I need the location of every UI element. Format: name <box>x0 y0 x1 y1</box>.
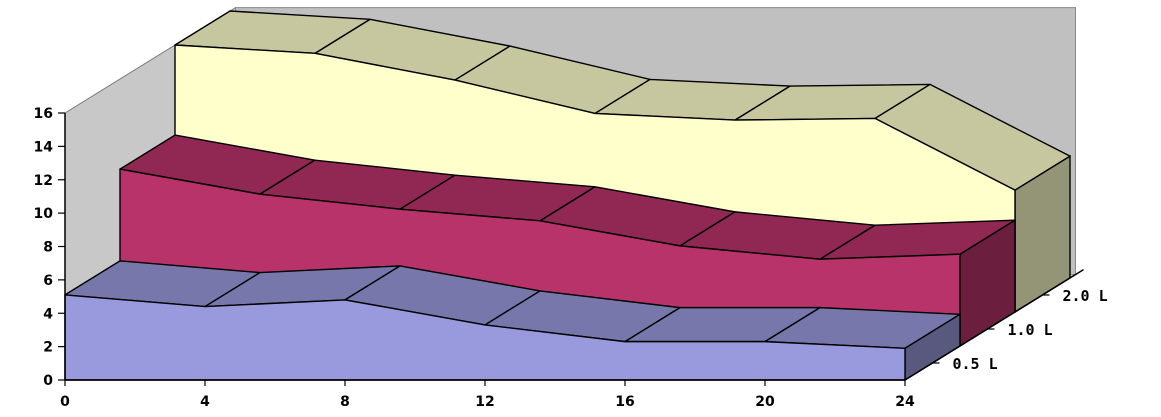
y-tick-label: 14 <box>34 139 54 155</box>
y-tick-label: 10 <box>34 206 54 222</box>
chart-axes <box>58 112 1084 386</box>
x-tick-label: 24 <box>895 394 915 410</box>
series-label: 0.5 L <box>953 355 998 373</box>
x-tick-label: 4 <box>200 394 210 410</box>
x-tick-label: 12 <box>475 394 494 410</box>
y-tick-label: 12 <box>34 173 53 189</box>
x-tick-label: 8 <box>340 394 350 410</box>
series-ribbons <box>64 10 1071 382</box>
front-face <box>64 294 906 381</box>
series-0-5-l <box>64 260 961 382</box>
x-tick-label: 0 <box>60 394 70 410</box>
y-tick-label: 0 <box>43 373 53 389</box>
y-tick-label: 16 <box>34 106 53 122</box>
z-axis <box>904 268 1084 381</box>
series-label: 2.0 L <box>1063 287 1108 305</box>
y-tick-label: 4 <box>43 306 53 322</box>
x-tick-label: 16 <box>615 394 634 410</box>
series-label: 1.0 L <box>1008 321 1053 339</box>
x-tick-label: 20 <box>755 394 775 410</box>
y-tick-label: 6 <box>43 273 53 289</box>
y-tick-label: 8 <box>43 240 53 256</box>
y-tick-label: 2 <box>43 340 53 356</box>
